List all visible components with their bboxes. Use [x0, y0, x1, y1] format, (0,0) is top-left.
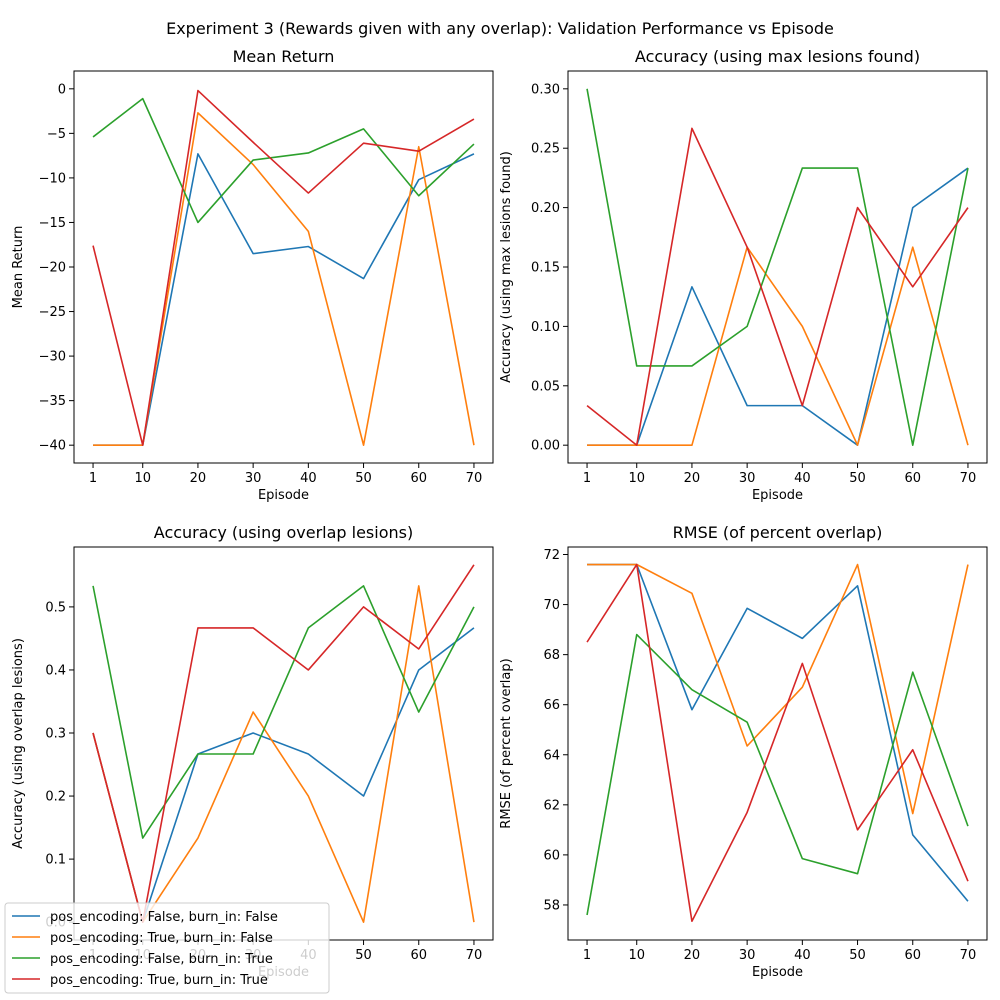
axes-frame — [73, 70, 494, 464]
y-tick-label: 0 — [58, 82, 66, 97]
x-tick-label: 1 — [583, 471, 591, 486]
subplot-title: Accuracy (using max lesions found) — [635, 47, 920, 66]
x-tick-label: 50 — [849, 471, 866, 486]
y-tick-label: −25 — [39, 305, 66, 320]
y-tick-label: 0.2 — [45, 790, 66, 805]
y-tick-label: −40 — [39, 439, 66, 454]
subplot-2: Accuracy (using max lesions found) 1 10 20 3… — [499, 47, 988, 503]
y-tick-label: 0.1 — [45, 853, 66, 868]
x-tick-label: 60 — [904, 948, 921, 963]
x-tick-label: 60 — [410, 948, 427, 963]
series-line-3 — [92, 97, 475, 224]
series-line-4 — [586, 127, 969, 446]
x-tick-label: 70 — [960, 948, 977, 963]
x-axis-label: Episode — [752, 488, 803, 503]
series-line-4 — [92, 89, 475, 446]
series-line-1 — [587, 563, 969, 902]
x-tick-label: 40 — [300, 471, 317, 486]
y-tick-label: −10 — [39, 171, 66, 186]
subplot-1: Mean Return 1 10 20 30 40 50 60 70 0 −5 −10 −15 −20 −2… — [11, 47, 494, 503]
y-tick-label: 60 — [543, 848, 560, 863]
x-tick-label: 20 — [684, 948, 701, 963]
subplot-title: Mean Return — [233, 47, 335, 66]
y-tick-label: −35 — [39, 394, 66, 409]
series-line-3 — [586, 633, 969, 916]
x-tick-label: 10 — [134, 471, 151, 486]
series-line-2 — [587, 563, 969, 815]
x-tick-label: 20 — [190, 471, 207, 486]
x-tick-label: 1 — [89, 471, 97, 486]
series-line-2 — [587, 246, 969, 446]
y-axis-label: Accuracy (using max lesions found) — [499, 151, 514, 383]
y-tick-label: 58 — [543, 898, 560, 913]
y-tick-label: 0.00 — [531, 439, 560, 454]
x-axis-label: Episode — [752, 965, 803, 980]
y-tick-label: 0.20 — [531, 201, 560, 216]
x-axis-label: Episode — [258, 488, 309, 503]
y-tick-label: 70 — [543, 598, 560, 613]
x-tick-label: 30 — [739, 948, 756, 963]
legend-entry-4: pos_encoding: True, burn_in: True — [50, 973, 268, 988]
axes-frame — [567, 70, 988, 464]
y-tick-label: 68 — [543, 648, 560, 663]
y-axis-label: Mean Return — [11, 226, 26, 309]
legend-entry-2: pos_encoding: True, burn_in: False — [50, 931, 273, 946]
x-tick-label: 20 — [684, 471, 701, 486]
y-tick-label: 72 — [543, 548, 560, 563]
y-tick-label: 66 — [543, 698, 560, 713]
y-tick-label: 0.4 — [45, 663, 66, 678]
series-line-3 — [92, 585, 475, 839]
x-tick-label: 50 — [355, 471, 372, 486]
y-axis-label: RMSE (of percent overlap) — [499, 658, 514, 828]
legend-entry-1: pos_encoding: False, burn_in: False — [50, 910, 278, 925]
y-tick-label: 0.15 — [531, 261, 560, 276]
x-tick-label: 70 — [466, 471, 483, 486]
x-tick-label: 70 — [960, 471, 977, 486]
subplot-title: RMSE (of percent overlap) — [673, 523, 883, 542]
series-line-3 — [586, 88, 969, 446]
x-tick-label: 1 — [583, 948, 591, 963]
x-tick-label: 50 — [849, 948, 866, 963]
x-tick-label: 30 — [739, 471, 756, 486]
legend-entry-3: pos_encoding: False, burn_in: True — [50, 952, 273, 967]
x-tick-label: 60 — [410, 471, 427, 486]
x-tick-label: 10 — [628, 471, 645, 486]
axes-frame — [567, 546, 988, 941]
y-tick-label: 62 — [543, 798, 560, 813]
x-tick-label: 30 — [245, 471, 262, 486]
x-tick-label: 70 — [466, 948, 483, 963]
y-tick-label: −30 — [39, 350, 66, 365]
subplot-title: Accuracy (using overlap lesions) — [154, 523, 413, 542]
legend: pos_encoding: False, burn_in: False pos_e… — [4, 902, 330, 994]
y-tick-label: 0.30 — [531, 82, 560, 97]
y-tick-label: −5 — [47, 127, 66, 142]
y-tick-label: −15 — [39, 216, 66, 231]
y-tick-label: 0.05 — [531, 379, 560, 394]
y-tick-label: 64 — [543, 748, 560, 763]
x-tick-label: 40 — [794, 471, 811, 486]
x-tick-label: 50 — [355, 948, 372, 963]
legend-box — [4, 902, 330, 994]
y-tick-label: 0.5 — [45, 600, 66, 615]
x-tick-label: 10 — [628, 948, 645, 963]
series-line-1 — [587, 167, 969, 446]
y-tick-label: 0.25 — [531, 142, 560, 157]
figure-suptitle: Experiment 3 (Rewards given with any ove… — [166, 19, 834, 38]
y-tick-label: 0.3 — [45, 727, 66, 742]
series-line-4 — [586, 563, 969, 923]
y-tick-label: −20 — [39, 261, 66, 276]
x-tick-label: 60 — [904, 471, 921, 486]
y-tick-label: 0.10 — [531, 320, 560, 335]
subplot-4: RMSE (of percent overlap) 1 10 20 30 40 50 60 70… — [499, 523, 988, 980]
x-tick-label: 40 — [794, 948, 811, 963]
series-line-4 — [92, 564, 475, 923]
y-axis-label: Accuracy (using overlap lesions) — [11, 638, 26, 849]
